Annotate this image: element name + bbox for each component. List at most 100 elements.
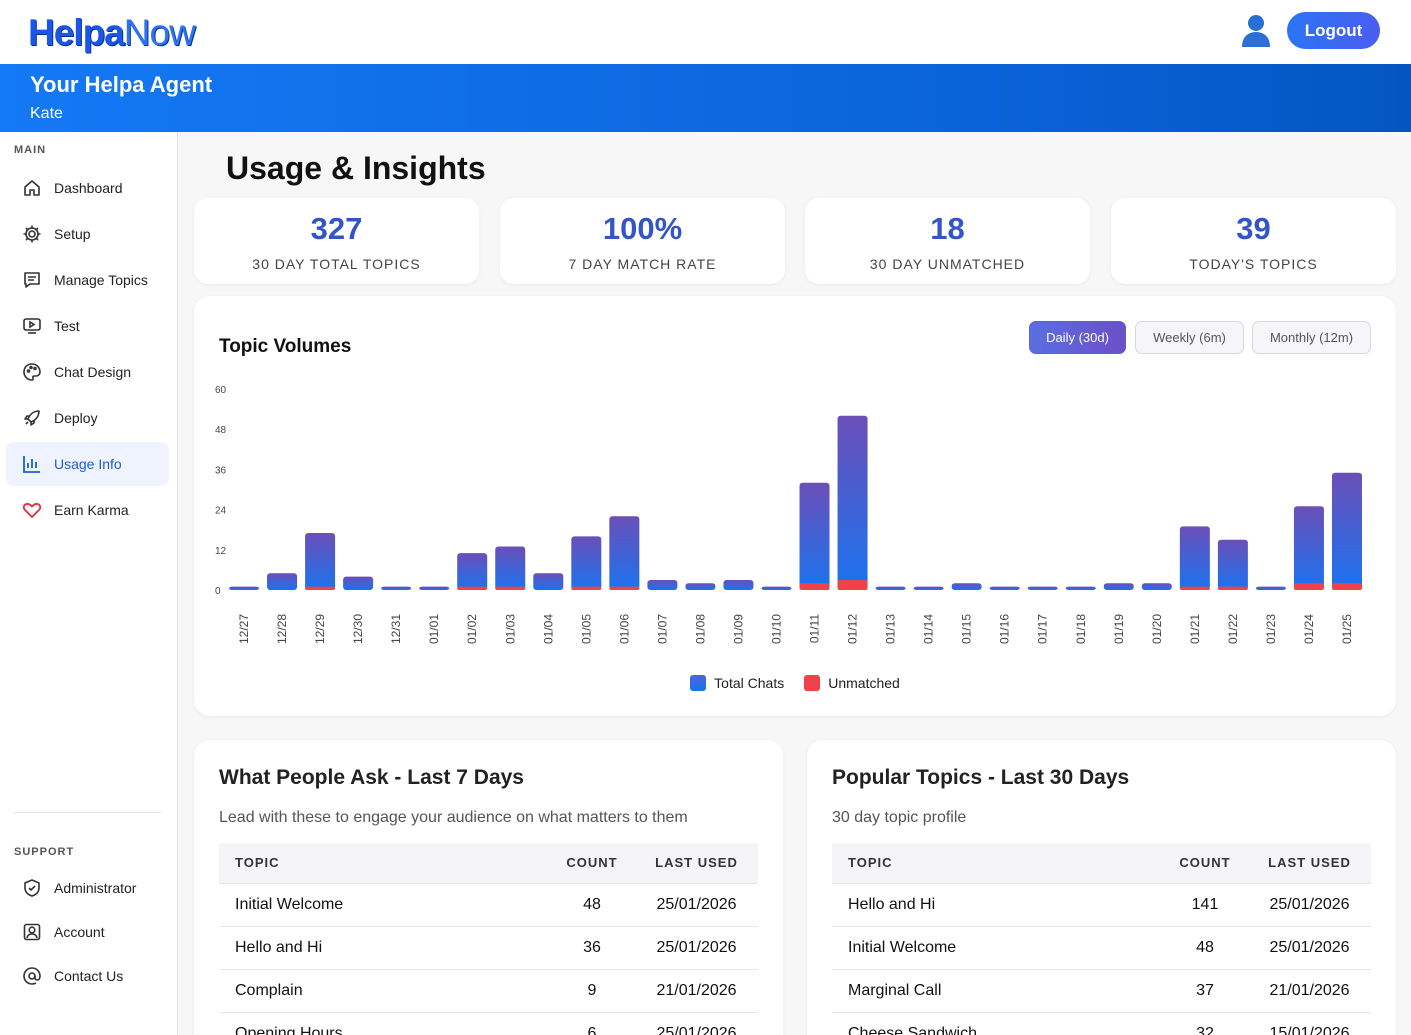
sidebar-item-deploy[interactable]: Deploy [6,396,169,440]
bar-unmatched[interactable] [609,586,640,590]
shield-icon [24,879,40,897]
topics-table: TOPIC COUNT LAST USED Initial Welcome 48 2… [219,843,758,1035]
sidebar-item-setup[interactable]: Setup [6,212,169,256]
popular-topics-card: Popular Topics - Last 30 Days 30 day top… [807,740,1396,1035]
bar-total-chats[interactable] [457,553,488,590]
stat-card-total-topics: 327 30 DAY TOTAL TOPICS [194,198,479,284]
table-row[interactable]: Hello and Hi 36 25/01/2026 [219,926,758,970]
bar-total-chats[interactable] [419,586,450,590]
bar-unmatched[interactable] [1331,583,1362,590]
bar-total-chats[interactable] [343,576,374,590]
bar-total-chats[interactable] [1141,583,1172,590]
legend-total-chats[interactable]: Total Chats [690,675,784,691]
bar-unmatched[interactable] [495,586,526,590]
sidebar-item-account[interactable]: Account [6,910,169,954]
bar-total-chats[interactable] [989,586,1020,590]
bar-total-chats[interactable] [1255,586,1286,590]
column-header-last-used[interactable]: LAST USED [635,843,758,884]
x-tick-label: 12/29 [313,614,327,644]
agent-banner: Your Helpa Agent Kate [0,64,1411,132]
bar-unmatched[interactable] [1293,583,1324,590]
bar-total-chats[interactable] [267,573,298,590]
stat-label: 30 DAY TOTAL TOPICS [252,256,421,272]
bar-total-chats[interactable] [495,546,526,590]
sidebar-item-contact-us[interactable]: Contact Us [6,954,169,998]
bar-total-chats[interactable] [381,586,412,590]
bar-total-chats[interactable] [1027,586,1058,590]
bar-unmatched[interactable] [571,586,602,590]
bar-unmatched[interactable] [837,579,868,590]
column-header-last-used[interactable]: LAST USED [1248,843,1371,884]
bar-unmatched[interactable] [457,586,488,590]
bar-total-chats[interactable] [1179,526,1210,590]
table-row[interactable]: Initial Welcome 48 25/01/2026 [219,883,758,927]
stat-card-unmatched: 18 30 DAY UNMATCHED [805,198,1090,284]
x-tick-label: 01/11 [808,614,822,643]
x-tick-label: 01/20 [1150,614,1164,644]
table-row[interactable]: Hello and Hi 141 25/01/2026 [832,883,1371,927]
x-tick-label: 12/27 [237,614,251,644]
bar-total-chats[interactable] [1103,583,1134,590]
card-subtitle: Lead with these to engage your audience … [219,809,688,826]
bar-unmatched[interactable] [1179,586,1210,590]
table-row[interactable]: Marginal Call 37 21/01/2026 [832,969,1371,1013]
bar-total-chats[interactable] [305,533,336,590]
bar-total-chats[interactable] [1217,539,1248,590]
bar-unmatched[interactable] [799,583,830,590]
bar-total-chats[interactable] [799,482,830,590]
bar-total-chats[interactable] [571,536,602,590]
logo-text-helpa: Helpa [28,12,125,53]
sidebar-item-chat-design[interactable]: Chat Design [6,350,169,394]
cell-count: 6 [549,1012,635,1035]
bar-unmatched[interactable] [1217,586,1248,590]
bar-total-chats[interactable] [229,586,260,590]
column-header-count[interactable]: COUNT [1162,843,1248,884]
bar-total-chats[interactable] [1293,506,1324,590]
bar-total-chats[interactable] [875,586,906,590]
sidebar-item-earn-karma[interactable]: Earn Karma [6,488,169,532]
bar-total-chats[interactable] [723,579,754,590]
user-icon[interactable] [1240,14,1272,48]
legend-unmatched[interactable]: Unmatched [804,675,900,691]
sidebar-item-dashboard[interactable]: Dashboard [6,166,169,210]
column-header-topic[interactable]: TOPIC [219,843,549,884]
bar-total-chats[interactable] [647,579,678,590]
y-tick-label: 48 [215,425,227,436]
sidebar-item-usage-info[interactable]: Usage Info [6,442,169,486]
sidebar-item-test[interactable]: Test [6,304,169,348]
bar-total-chats[interactable] [533,573,564,590]
table-row[interactable]: Opening Hours 6 25/01/2026 [219,1012,758,1035]
sidebar-item-administrator[interactable]: Administrator [6,866,169,910]
bar-total-chats[interactable] [1331,472,1362,590]
bar-total-chats[interactable] [685,583,716,590]
cell-topic: Initial Welcome [832,926,1162,970]
column-header-topic[interactable]: TOPIC [832,843,1162,884]
range-weekly-button[interactable]: Weekly (6m) [1135,321,1244,354]
logo[interactable]: HelpaNow [28,12,196,54]
bar-total-chats[interactable] [913,586,944,590]
list-icon [24,272,40,288]
x-tick-label: 12/30 [351,614,365,644]
bar-total-chats[interactable] [951,583,982,590]
bar-total-chats[interactable] [837,415,868,590]
bar-total-chats[interactable] [609,516,640,590]
stat-label: TODAY'S TOPICS [1189,256,1318,272]
bar-total-chats[interactable] [761,586,792,590]
legend-swatch [690,675,707,691]
table-row[interactable]: Complain 9 21/01/2026 [219,969,758,1013]
y-tick-label: 12 [215,546,227,557]
table-row[interactable]: Cheese Sandwich 32 15/01/2026 [832,1012,1371,1035]
play-screen-icon [23,318,41,334]
cell-last-used: 21/01/2026 [635,969,758,1013]
bar-unmatched[interactable] [305,586,336,590]
range-daily-button[interactable]: Daily (30d) [1029,321,1126,354]
sidebar-item-label: Earn Karma [54,502,129,518]
range-monthly-button[interactable]: Monthly (12m) [1252,321,1371,354]
sidebar-item-manage-topics[interactable]: Manage Topics [6,258,169,302]
logout-button[interactable]: Logout [1287,12,1380,49]
cell-last-used: 25/01/2026 [1248,883,1371,927]
table-row[interactable]: Initial Welcome 48 25/01/2026 [832,926,1371,970]
sidebar-item-label: Usage Info [54,456,122,472]
bar-total-chats[interactable] [1065,586,1096,590]
column-header-count[interactable]: COUNT [549,843,635,884]
